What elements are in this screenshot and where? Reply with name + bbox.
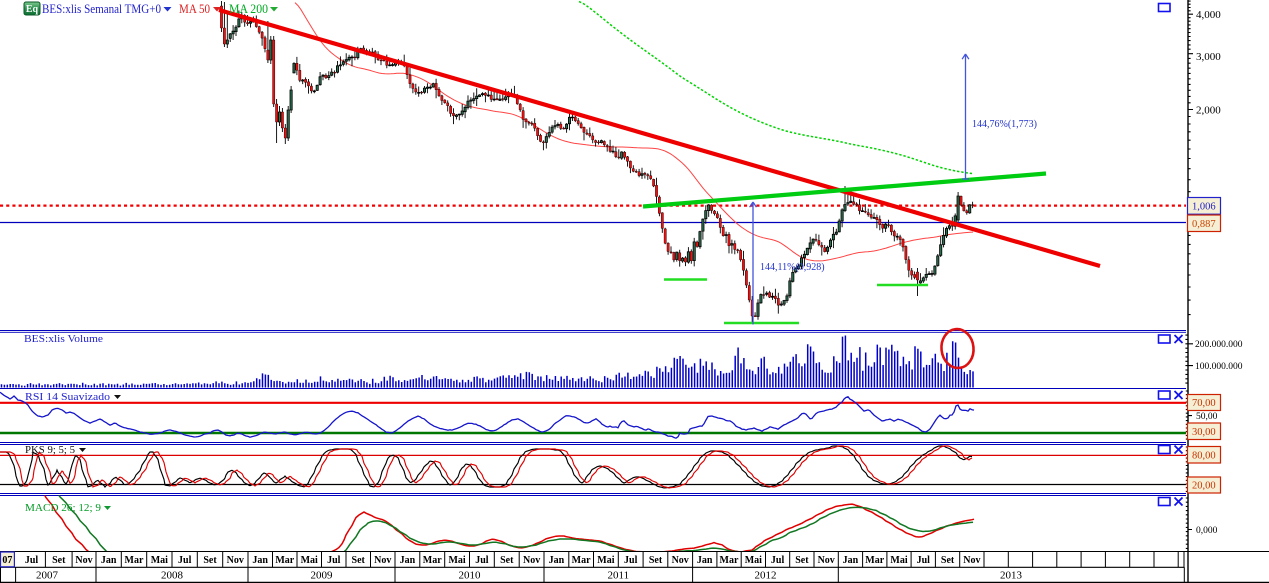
svg-text:RSI 14 Suavizado: RSI 14 Suavizado <box>25 391 111 403</box>
svg-text:70,00: 70,00 <box>1192 398 1216 409</box>
svg-text:Mai: Mai <box>890 555 907 566</box>
svg-text:2,000: 2,000 <box>1196 105 1221 117</box>
svg-text:Jan: Jan <box>101 555 117 566</box>
svg-text:Jul: Jul <box>917 555 931 566</box>
svg-text:144,11%(0,928): 144,11%(0,928) <box>760 262 825 273</box>
svg-text:BES:xlis Volume: BES:xlis Volume <box>24 333 103 345</box>
svg-text:Jul: Jul <box>771 555 785 566</box>
svg-text:Set: Set <box>500 555 514 566</box>
svg-text:Set: Set <box>352 555 366 566</box>
svg-text:Mar: Mar <box>275 555 294 566</box>
svg-text:MA 50: MA 50 <box>179 1 210 16</box>
svg-text:Jul: Jul <box>327 555 341 566</box>
svg-text:MA 200: MA 200 <box>229 1 268 16</box>
svg-text:2007: 2007 <box>36 570 59 582</box>
svg-text:Jan: Jan <box>697 555 713 566</box>
svg-text:50,00: 50,00 <box>1196 412 1218 422</box>
svg-text:PKS 9; 5; 5: PKS 9; 5; 5 <box>25 444 75 456</box>
svg-text:BES:xlis Semanal TMG+0: BES:xlis Semanal TMG+0 <box>42 1 161 16</box>
svg-text:30,00: 30,00 <box>1192 427 1216 438</box>
svg-text:Nov: Nov <box>75 555 92 566</box>
svg-text:2009: 2009 <box>311 570 334 582</box>
svg-text:Jul: Jul <box>475 555 489 566</box>
svg-text:2008: 2008 <box>161 570 184 582</box>
svg-text:Mar: Mar <box>720 555 739 566</box>
svg-text:2010: 2010 <box>459 570 482 582</box>
svg-text:Eq: Eq <box>26 4 39 15</box>
svg-text:2012: 2012 <box>755 570 777 582</box>
svg-text:Set: Set <box>795 555 809 566</box>
svg-text:Jan: Jan <box>252 555 268 566</box>
svg-text:MACD 26; 12; 9: MACD 26; 12; 9 <box>25 502 102 514</box>
svg-text:Jan: Jan <box>549 555 565 566</box>
svg-text:Set: Set <box>941 555 955 566</box>
svg-text:0,000: 0,000 <box>1196 526 1218 536</box>
svg-text:3,000: 3,000 <box>1196 51 1221 63</box>
svg-text:Jul: Jul <box>25 555 39 566</box>
svg-text:4,000: 4,000 <box>1196 9 1221 21</box>
svg-text:200.000.000: 200.000.000 <box>1195 340 1243 350</box>
svg-text:Mai: Mai <box>151 555 168 566</box>
svg-text:Nov: Nov <box>227 555 244 566</box>
svg-text:Jul: Jul <box>624 555 638 566</box>
svg-text:Mai: Mai <box>745 555 762 566</box>
svg-text:Set: Set <box>52 555 66 566</box>
svg-text:144,76%(1,773): 144,76%(1,773) <box>972 119 1037 130</box>
svg-text:Jan: Jan <box>843 555 859 566</box>
svg-text:Mar: Mar <box>423 555 442 566</box>
svg-text:Nov: Nov <box>963 555 980 566</box>
svg-text:Mar: Mar <box>865 555 884 566</box>
svg-text:100.000.000: 100.000.000 <box>1195 362 1243 372</box>
svg-text:Nov: Nov <box>672 555 689 566</box>
svg-text:Nov: Nov <box>374 555 391 566</box>
svg-text:80,00: 80,00 <box>1192 450 1216 461</box>
svg-text:Jul: Jul <box>178 555 192 566</box>
svg-text:Mar: Mar <box>572 555 591 566</box>
svg-text:Nov: Nov <box>523 555 540 566</box>
svg-text:Nov: Nov <box>818 555 835 566</box>
svg-text:2011: 2011 <box>608 570 630 582</box>
svg-text:Set: Set <box>649 555 663 566</box>
svg-text:Set: Set <box>203 555 217 566</box>
svg-text:Jan: Jan <box>400 555 416 566</box>
svg-text:07: 07 <box>2 555 12 566</box>
svg-text:20,00: 20,00 <box>1192 481 1216 492</box>
svg-text:Mai: Mai <box>301 555 318 566</box>
svg-text:2013: 2013 <box>1000 570 1023 582</box>
svg-text:1,006: 1,006 <box>1192 201 1216 212</box>
svg-text:0,887: 0,887 <box>1192 219 1216 230</box>
svg-text:Mar: Mar <box>125 555 144 566</box>
svg-text:Mai: Mai <box>597 555 614 566</box>
svg-text:Mai: Mai <box>448 555 465 566</box>
